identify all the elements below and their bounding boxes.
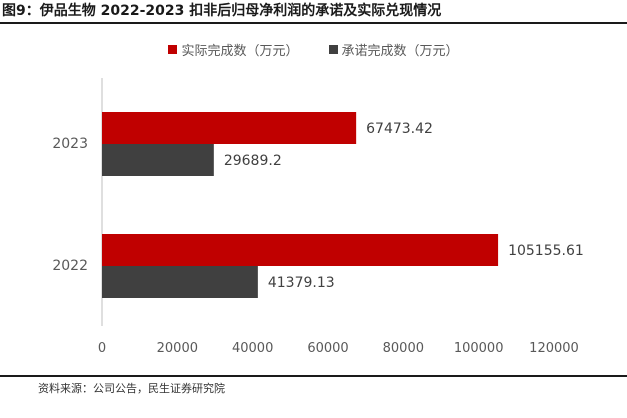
x-tick-label: 100000	[454, 341, 504, 356]
x-tick-label: 0	[98, 341, 106, 356]
bar-actual-2023	[102, 112, 357, 144]
legend-swatch-actual	[168, 45, 178, 54]
x-tick-label: 80000	[383, 341, 424, 356]
bar-actual-2022	[102, 234, 499, 266]
x-tick-label: 20000	[157, 341, 198, 356]
category-label: 2022	[52, 258, 88, 274]
legend-item-committed: 承诺完成数（万元）	[328, 40, 459, 59]
source-note: 资料来源：公司公告，民生证券研究院	[38, 382, 225, 395]
source-rule	[0, 375, 627, 377]
figure-title: 图9：伊品生物 2022-2023 扣非后归母净利润的承诺及实际兑现情况	[2, 3, 442, 19]
bar-committed-2022	[102, 266, 258, 298]
x-tick-label: 60000	[307, 341, 348, 356]
category-label: 2023	[52, 136, 88, 152]
data-label: 29689.2	[224, 153, 282, 169]
data-label: 67473.42	[366, 121, 433, 137]
title-rule	[0, 22, 627, 24]
legend-label-committed: 承诺完成数（万元）	[341, 44, 459, 59]
data-label: 105155.61	[508, 243, 584, 259]
legend-swatch-committed	[328, 45, 338, 54]
legend: 实际完成数（万元） 承诺完成数（万元）	[0, 40, 627, 59]
bar-committed-2023	[102, 144, 214, 176]
x-tick-label: 40000	[232, 341, 273, 356]
legend-item-actual: 实际完成数（万元）	[168, 40, 299, 59]
legend-label-actual: 实际完成数（万元）	[181, 44, 299, 59]
data-label: 41379.13	[268, 275, 335, 291]
x-tick-label: 120000	[529, 341, 579, 356]
